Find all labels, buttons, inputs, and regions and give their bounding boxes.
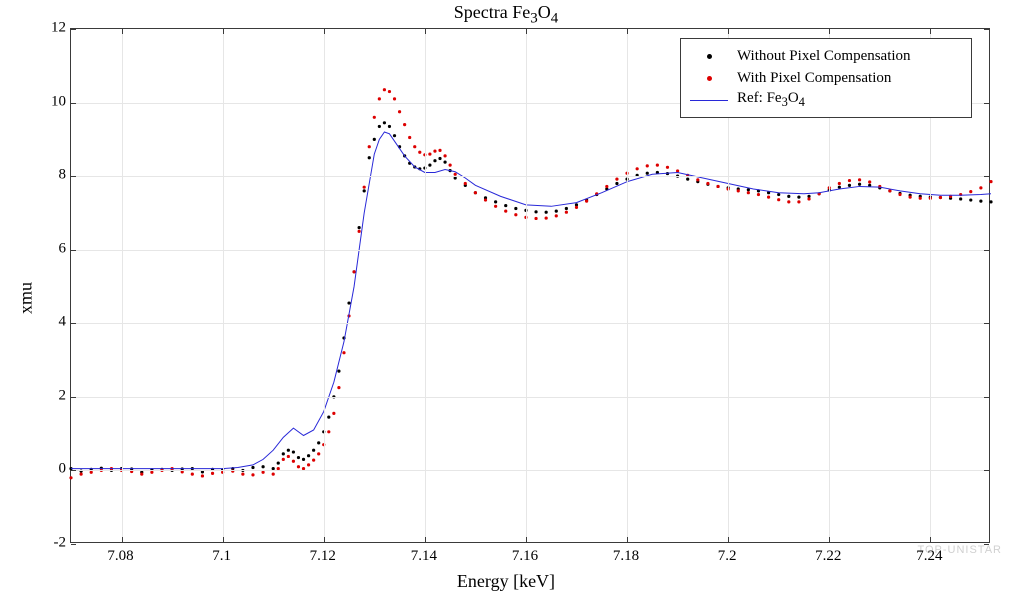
x-tick bbox=[728, 537, 729, 542]
x-tick-label: 7.2 bbox=[718, 548, 737, 565]
series-ref bbox=[71, 132, 991, 469]
x-tick bbox=[324, 537, 325, 542]
x-tick-label: 7.14 bbox=[411, 548, 437, 565]
y-tick-label: 4 bbox=[26, 314, 66, 331]
legend-item: With Pixel Compensation bbox=[689, 67, 963, 89]
x-tick bbox=[930, 29, 931, 34]
grid-line-h bbox=[71, 176, 989, 177]
x-tick-label: 7.12 bbox=[310, 548, 336, 565]
x-tick-label: 7.18 bbox=[613, 548, 639, 565]
grid-line-v bbox=[627, 29, 628, 542]
x-tick bbox=[223, 29, 224, 34]
x-tick-label: 7.24 bbox=[916, 548, 942, 565]
y-tick-label: -2 bbox=[26, 535, 66, 552]
x-tick bbox=[627, 29, 628, 34]
x-tick bbox=[829, 537, 830, 542]
x-tick bbox=[223, 537, 224, 542]
y-tick bbox=[984, 323, 989, 324]
x-tick bbox=[526, 29, 527, 34]
y-tick bbox=[984, 29, 989, 30]
y-tick-label: 0 bbox=[26, 461, 66, 478]
y-tick bbox=[984, 470, 989, 471]
x-tick bbox=[425, 537, 426, 542]
x-tick-label: 7.08 bbox=[107, 548, 133, 565]
y-tick bbox=[71, 544, 76, 545]
y-tick bbox=[71, 250, 76, 251]
x-tick bbox=[829, 29, 830, 34]
y-tick-label: 8 bbox=[26, 167, 66, 184]
grid-line-h bbox=[71, 397, 989, 398]
legend-dot-icon bbox=[689, 54, 729, 59]
grid-line-v bbox=[526, 29, 527, 542]
legend-label: Without Pixel Compensation bbox=[737, 48, 911, 65]
x-tick bbox=[526, 537, 527, 542]
x-tick-label: 7.22 bbox=[815, 548, 841, 565]
y-tick bbox=[71, 29, 76, 30]
x-tick-label: 7.16 bbox=[512, 548, 538, 565]
x-axis-label: Energy [keV] bbox=[0, 571, 1012, 592]
grid-line-h bbox=[71, 470, 989, 471]
legend-dot-icon bbox=[689, 76, 729, 81]
y-tick bbox=[984, 397, 989, 398]
grid-line-v bbox=[324, 29, 325, 542]
y-tick bbox=[984, 103, 989, 104]
series-without_comp bbox=[69, 121, 992, 474]
y-tick-label: 12 bbox=[26, 20, 66, 37]
legend-label: With Pixel Compensation bbox=[737, 70, 891, 87]
chart-container: Spectra Fe3O4 xmu Energy [keV] Without P… bbox=[0, 0, 1012, 596]
y-tick-label: 2 bbox=[26, 387, 66, 404]
x-tick bbox=[728, 29, 729, 34]
y-tick bbox=[71, 103, 76, 104]
grid-line-h bbox=[71, 250, 989, 251]
x-tick-label: 7.1 bbox=[212, 548, 231, 565]
x-tick bbox=[122, 29, 123, 34]
grid-line-v bbox=[425, 29, 426, 542]
y-tick bbox=[71, 470, 76, 471]
grid-line-h bbox=[71, 323, 989, 324]
series-with_comp bbox=[69, 88, 992, 479]
y-tick bbox=[71, 176, 76, 177]
x-tick bbox=[930, 537, 931, 542]
y-tick-label: 10 bbox=[26, 93, 66, 110]
y-axis-label: xmu bbox=[16, 282, 37, 314]
legend-line-icon bbox=[689, 100, 729, 101]
grid-line-v bbox=[223, 29, 224, 542]
legend: Without Pixel Compensation With Pixel Com… bbox=[680, 38, 972, 118]
y-tick bbox=[71, 397, 76, 398]
x-tick bbox=[122, 537, 123, 542]
legend-label: Ref: Fe3O4 bbox=[737, 90, 805, 110]
x-tick bbox=[324, 29, 325, 34]
chart-title: Spectra Fe3O4 bbox=[0, 2, 1012, 28]
y-tick bbox=[984, 250, 989, 251]
legend-item: Ref: Fe3O4 bbox=[689, 89, 963, 111]
x-tick bbox=[627, 537, 628, 542]
legend-item: Without Pixel Compensation bbox=[689, 45, 963, 67]
y-tick bbox=[984, 176, 989, 177]
y-tick-label: 6 bbox=[26, 240, 66, 257]
x-tick bbox=[425, 29, 426, 34]
grid-line-v bbox=[122, 29, 123, 542]
y-tick bbox=[71, 323, 76, 324]
